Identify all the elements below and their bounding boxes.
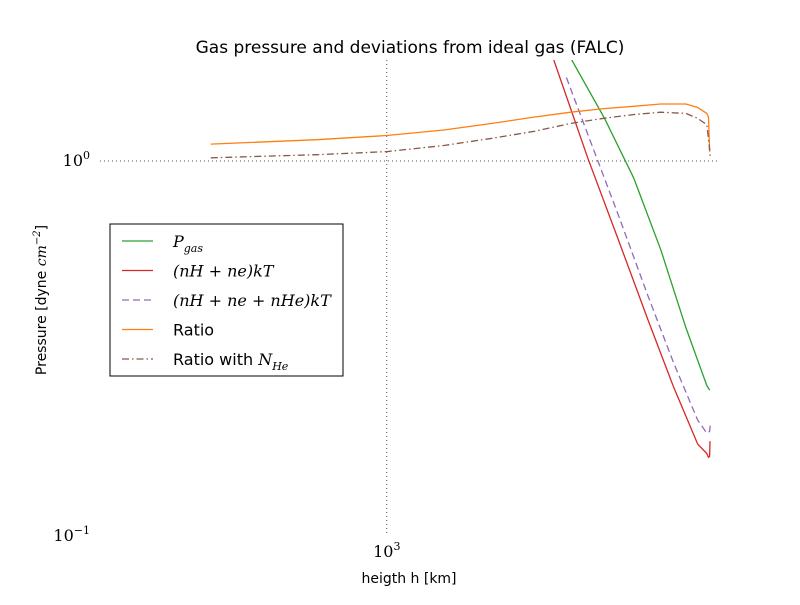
y-axis-label-unit: cm xyxy=(34,245,50,266)
y-axis-label-exponent: −2 xyxy=(32,230,43,245)
legend-label-5: Ratio with NHe xyxy=(173,350,289,373)
legend-label-1: Pgas xyxy=(172,232,203,255)
y-tick-label: 10−1 xyxy=(53,524,90,545)
grid-layer xyxy=(100,60,720,536)
x-axis-label: heigth h [km] xyxy=(361,571,456,587)
legend: Pgas (nH + ne)kT (nH + ne + nHe)kT Ratio Rat… xyxy=(109,223,344,377)
tick-label-layer: 103 10−1 100 xyxy=(53,149,400,561)
legend-label-2: (nH + ne)kT xyxy=(173,262,275,281)
series-line-3 xyxy=(565,77,712,434)
series-line-5 xyxy=(210,111,711,159)
y-tick-label: 100 xyxy=(63,149,90,170)
series-line-2 xyxy=(553,60,711,459)
y-axis-label: Pressure [dyne cm−2] xyxy=(32,225,50,375)
legend-label-4: Ratio xyxy=(173,321,214,340)
y-axis-label-suffix: ] xyxy=(34,225,50,230)
series-line-4 xyxy=(210,103,711,151)
chart-title: Gas pressure and deviations from ideal g… xyxy=(196,38,625,58)
legend-label-3: (nH + ne + nHe)kT xyxy=(173,291,332,310)
x-tick-label: 103 xyxy=(373,540,400,561)
series-layer xyxy=(210,60,712,459)
y-axis-label-prefix: Pressure [dyne xyxy=(34,266,50,375)
